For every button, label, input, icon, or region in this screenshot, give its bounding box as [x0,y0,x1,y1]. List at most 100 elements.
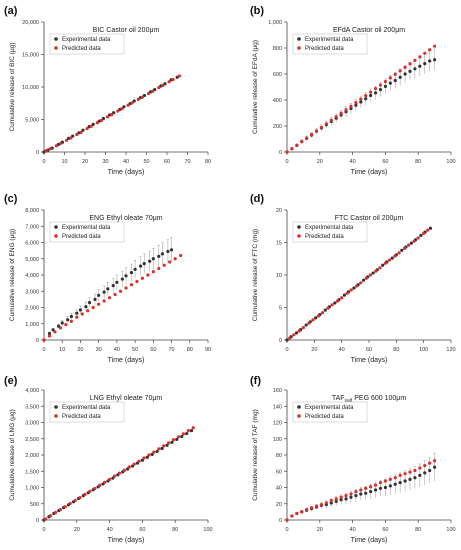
x-tick-label: 20 [82,159,88,165]
data-point-experimental [60,321,64,325]
x-tick-label: 30 [96,347,102,353]
data-point-experimental [349,495,353,499]
data-point-predicted [423,51,427,55]
data-point-predicted [305,136,309,140]
legend-label-predicted: Predicted data [62,414,101,420]
data-point-predicted [383,79,387,84]
data-point-predicted [335,299,340,303]
data-point-predicted [413,468,417,473]
y-tick-label: 10,000 [22,85,39,91]
y-tick-label: 400 [273,98,282,104]
data-point-experimental [47,331,52,336]
data-point-experimental [185,431,189,436]
data-point-experimental [71,134,75,138]
data-point-experimental [148,259,152,263]
data-point-predicted [397,251,401,255]
data-point-predicted [334,497,338,501]
data-point-predicted [116,109,120,113]
data-point-predicted [167,80,171,84]
data-point-predicted [383,479,387,483]
data-point-predicted [324,501,328,505]
data-point-experimental [115,280,119,284]
y-tick-label: 15 [276,241,282,247]
data-point-predicted [310,132,314,137]
data-point-experimental [160,446,164,451]
y-tick-label: 0 [36,150,39,156]
data-point-predicted [42,338,46,342]
data-point-predicted [110,113,114,117]
chart-title: FTC Castor oil 200μm [335,215,404,222]
data-point-experimental [124,274,128,278]
data-point-predicted [349,104,353,108]
y-tick-label: 4,000 [25,388,39,394]
data-point-experimental [369,489,373,494]
x-tick-label: 0 [42,527,45,533]
data-point-predicted [416,236,420,240]
legend-box [49,221,125,243]
data-point-predicted [73,498,77,503]
data-point-experimental [378,88,383,92]
data-point-predicted [378,83,383,87]
y-tick-label: 2,000 [25,453,39,459]
data-point-experimental [101,116,106,121]
data-point-predicted [344,108,348,112]
data-point-predicted [316,314,321,318]
data-point-experimental [364,97,368,101]
legend-box [292,401,368,423]
data-point-predicted [95,121,99,125]
x-tick-label: 60 [366,347,372,353]
y-axis-label: Cumulative release of TAF (mg) [252,409,259,501]
legend-label-experimental: Experimental data [62,225,111,231]
y-tick-label: 5,000 [25,257,39,263]
data-point-experimental [334,499,338,503]
data-point-predicted [345,291,349,295]
data-point-predicted [68,501,72,506]
data-point-predicted [403,472,407,476]
data-point-experimental [393,78,397,83]
data-point-predicted [369,485,373,489]
data-point-predicted [146,273,150,277]
data-point-predicted [130,101,134,105]
y-tick-label: 1,000 [25,486,39,492]
data-point-predicted [311,318,315,322]
chart-panel-6: (f) 0 20 40 60 80 100 0 20 40 60 80 100 120 140 160 Time… [250,375,456,544]
y-tick-label: 160 [273,388,282,394]
data-point-predicted [402,246,407,250]
data-point-predicted [167,441,171,445]
data-point-predicted [124,286,128,290]
x-axis-label: Time (days) [351,169,388,176]
panel-label: (e) [4,375,18,387]
data-point-experimental [132,99,136,103]
chart-title: BIC Castor oil 200μm [93,27,160,34]
data-point-predicted [157,86,161,90]
data-point-predicted [135,279,139,284]
data-point-predicted [388,76,392,80]
data-point-predicted [373,483,378,487]
data-point-predicted [151,270,155,274]
data-point-predicted [314,129,319,133]
data-point-predicted [326,306,330,310]
data-point-experimental [371,271,375,275]
data-point-experimental [398,75,402,79]
data-point-experimental [66,318,70,322]
data-point-predicted [120,107,124,111]
chart-panel-1: (a) 0 10 20 30 40 50 60 70 80 0 5,000 10,000 15,000 20… [4,5,211,176]
x-tick-label: 80 [187,347,193,353]
y-tick-label: 0 [279,150,282,156]
data-point-predicted [339,495,343,499]
data-point-predicted [408,470,412,474]
data-point-predicted [105,115,110,119]
data-point-experimental [390,256,394,260]
data-point-predicted [290,514,294,518]
data-point-predicted [171,77,175,82]
chart-title: TAFsalt PEG 600 100μm [332,395,406,404]
data-point-predicted [428,48,432,52]
data-point-experimental [93,297,97,301]
data-point-predicted [64,322,68,327]
data-point-experimental [361,278,366,282]
data-point-predicted [142,456,146,460]
legend-label-predicted: Predicted data [62,46,101,52]
y-tick-label: 1,000 [268,20,282,26]
data-point-predicted [297,329,301,333]
